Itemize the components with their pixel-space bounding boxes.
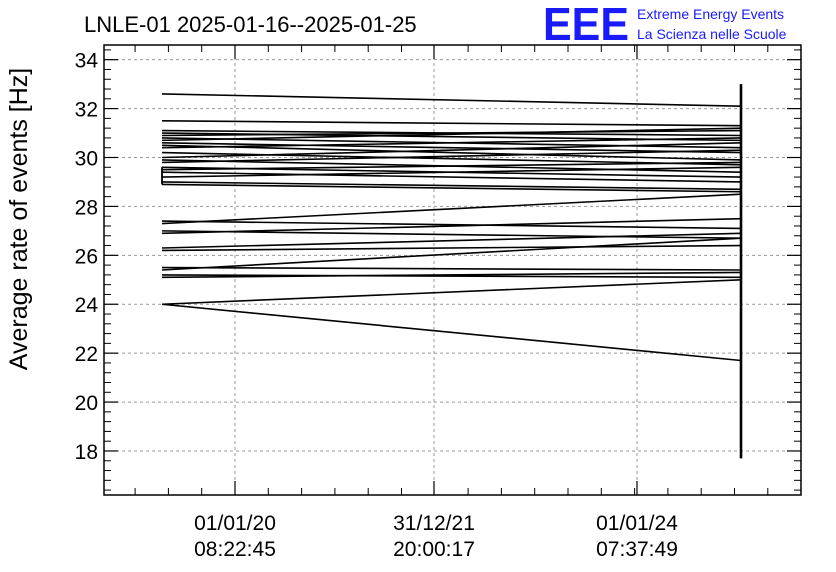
y-tick-label: 28 bbox=[75, 196, 98, 219]
y-tick-label: 34 bbox=[75, 50, 99, 73]
y-tick-label: 30 bbox=[75, 148, 98, 171]
series-segment bbox=[161, 220, 742, 230]
series-segment bbox=[161, 232, 742, 249]
y-tick-label: 18 bbox=[75, 441, 98, 464]
series-segment bbox=[161, 217, 742, 235]
series-segment bbox=[161, 166, 742, 178]
series-segment bbox=[161, 244, 742, 252]
series-segment bbox=[161, 171, 742, 183]
series-segment bbox=[161, 142, 742, 159]
series-segment bbox=[161, 137, 742, 149]
ticks bbox=[104, 45, 801, 495]
x-tick-date: 01/01/24 bbox=[596, 512, 678, 535]
grid bbox=[104, 45, 801, 495]
logo-line-1: Extreme Energy Events bbox=[637, 6, 784, 22]
series-segment bbox=[161, 271, 742, 279]
series-segment bbox=[161, 274, 742, 279]
series-segment bbox=[161, 237, 742, 271]
series-segment bbox=[161, 230, 742, 240]
y-tick-labels: 18 20 22 24 26 28 30 32 34 bbox=[75, 50, 99, 464]
series-segment bbox=[161, 120, 742, 127]
series bbox=[161, 84, 743, 459]
series-segment bbox=[161, 144, 742, 161]
series-segment bbox=[161, 127, 742, 142]
chart-title: LNLE-01 2025-01-16--2025-01-25 bbox=[84, 12, 417, 37]
series-segment bbox=[161, 142, 742, 154]
series-segment bbox=[161, 193, 742, 225]
series-segment bbox=[161, 181, 742, 191]
x-tick-time: 08:22:45 bbox=[194, 538, 276, 561]
series-segment bbox=[161, 303, 742, 362]
y-tick-label: 32 bbox=[75, 99, 98, 122]
series-segment bbox=[161, 278, 742, 306]
logo-line-2: La Scienza nelle Scuole bbox=[637, 26, 787, 42]
y-tick-label: 22 bbox=[75, 343, 98, 366]
logo-mark: EEE bbox=[543, 0, 629, 50]
y-tick-label: 24 bbox=[75, 294, 99, 317]
x-tick-labels: 01/01/20 08:22:45 31/12/21 20:00:17 01/01/24… bbox=[194, 512, 678, 561]
eee-logo: EEE Extreme Energy Events La Scienza nel… bbox=[543, 0, 787, 50]
y-tick-label: 20 bbox=[75, 392, 98, 415]
series-segment bbox=[161, 266, 742, 271]
series-segment bbox=[161, 161, 742, 171]
x-tick-time: 07:37:49 bbox=[596, 538, 678, 561]
series-segment bbox=[161, 93, 742, 107]
x-tick-date: 31/12/21 bbox=[393, 512, 475, 535]
x-tick-date: 01/01/20 bbox=[194, 512, 276, 535]
series-segment bbox=[161, 149, 742, 164]
y-axis-label: Average rate of events [Hz] bbox=[5, 68, 33, 370]
y-tick-label: 26 bbox=[75, 245, 98, 268]
plot-frame bbox=[103, 44, 802, 496]
series-segment bbox=[161, 183, 742, 193]
x-tick-time: 20:00:17 bbox=[393, 538, 475, 561]
series-segment bbox=[161, 129, 742, 137]
